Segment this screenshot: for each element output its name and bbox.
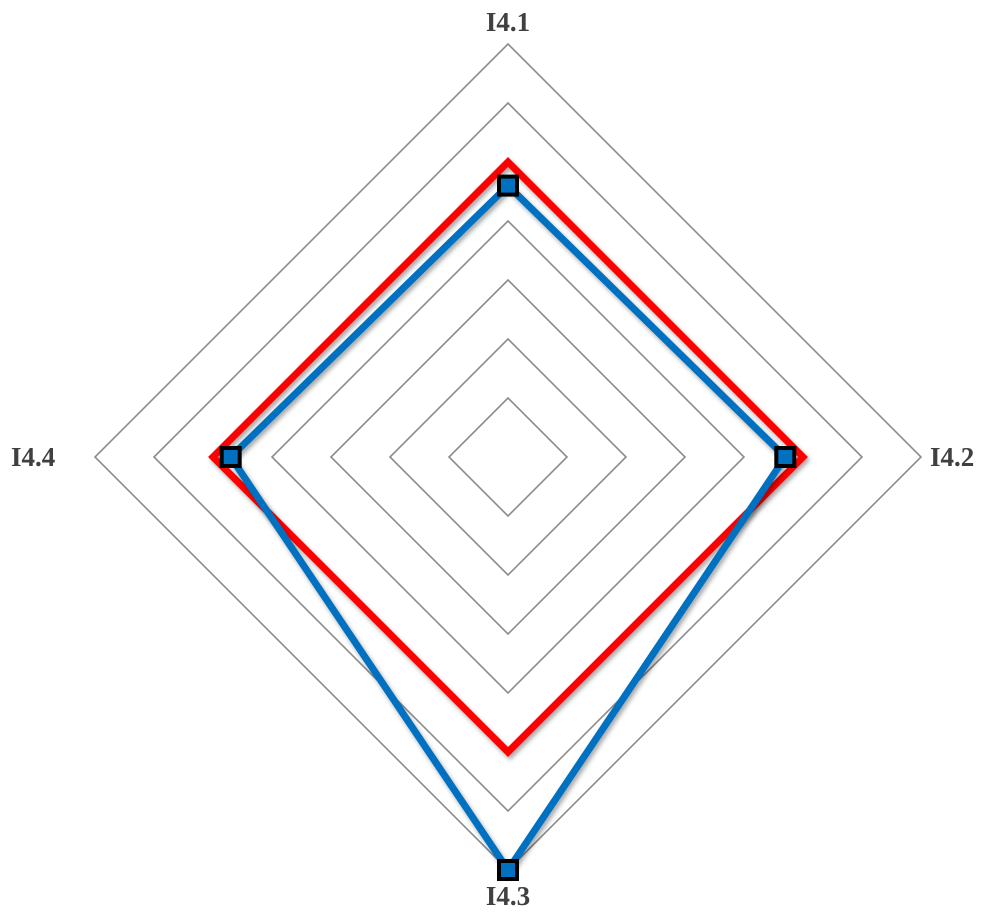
series-1-line <box>208 157 808 757</box>
axis-label-right: I4.2 <box>930 442 974 472</box>
grid-ring-2 <box>388 337 628 577</box>
grid-ring-3 <box>329 278 687 636</box>
series-2-line <box>226 180 790 877</box>
axis-labels: I4.1 I4.2 I4.3 I4.4 <box>11 7 974 911</box>
grid-ring-6 <box>152 101 864 813</box>
grid-ring-4 <box>270 219 746 695</box>
grid-ring-7 <box>93 42 923 872</box>
series-2-marker-3 <box>497 859 519 881</box>
marker-layer <box>219 174 797 881</box>
grid-layer <box>93 42 923 872</box>
axis-label-top: I4.1 <box>486 7 530 37</box>
series-2-marker-1 <box>497 174 519 197</box>
grid-ring-1 <box>447 396 569 518</box>
series-2-marker-2 <box>774 446 797 468</box>
axis-label-left: I4.4 <box>11 442 55 472</box>
axis-label-bottom: I4.3 <box>486 881 530 911</box>
series-2-marker-4 <box>219 446 242 468</box>
